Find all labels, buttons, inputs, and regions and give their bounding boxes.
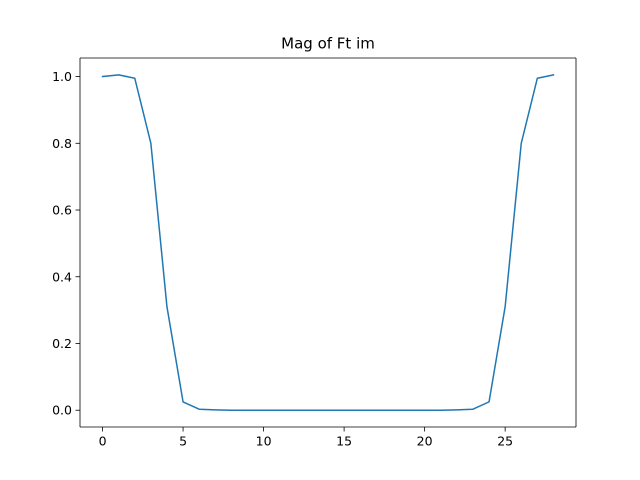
y-tick-label: 0.8 — [52, 136, 72, 151]
series-line-0 — [101, 73, 555, 411]
x-tick-label: 25 — [497, 434, 513, 449]
y-tick-label: 0.6 — [52, 203, 72, 218]
x-tick-label: 10 — [256, 434, 272, 449]
x-tick-label: 15 — [336, 434, 352, 449]
x-tick-label: 0 — [99, 434, 107, 449]
y-tick-label: 0.2 — [52, 336, 72, 351]
y-tick-label: 0.4 — [52, 269, 72, 284]
y-tick-label: 1.0 — [52, 69, 72, 84]
y-tick-label: 0.0 — [52, 403, 72, 418]
x-tick-label: 20 — [417, 434, 433, 449]
chart-title: Mag of Ft im — [281, 35, 375, 53]
x-tick-label: 5 — [179, 434, 187, 449]
plot-area: 0 5 10 15 20 25 0.0 0.2 0.4 0.6 0.8 1.0 — [52, 57, 577, 449]
